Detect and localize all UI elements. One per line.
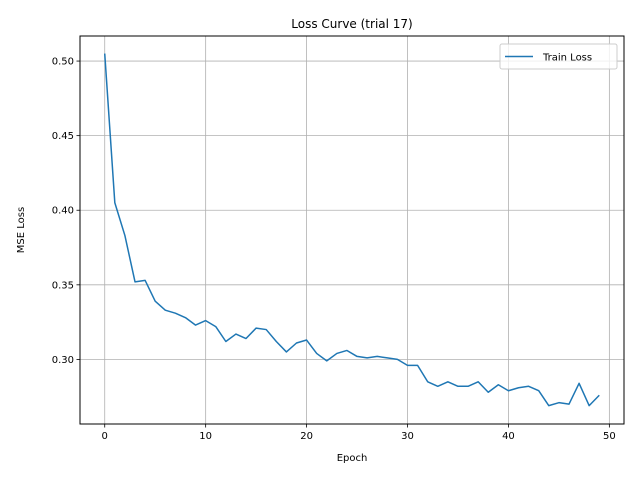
x-axis-ticks: 0 10 20 30 40 50 — [102, 424, 616, 442]
x-tick-label: 10 — [199, 431, 212, 442]
legend: Train Loss — [499, 43, 618, 70]
chart-title: Loss Curve (trial 17) — [291, 17, 412, 31]
x-tick-label: 30 — [401, 431, 414, 442]
x-tick-label: 0 — [102, 431, 108, 442]
legend-label-train-loss: Train Loss — [542, 53, 592, 64]
x-tick-label: 40 — [502, 431, 515, 442]
series-layer — [103, 53, 600, 407]
x-axis-label: Epoch — [337, 453, 368, 464]
series-line-train-loss — [103, 53, 600, 407]
y-tick-label: 0.40 — [52, 206, 74, 217]
x-tick-label: 20 — [300, 431, 313, 442]
y-tick-label: 0.45 — [52, 131, 74, 142]
plot-frame — [79, 35, 625, 425]
y-tick-label: 0.30 — [52, 355, 74, 366]
legend-box — [499, 43, 618, 70]
y-tick-label: 0.35 — [52, 280, 74, 291]
grid-lines — [80, 36, 624, 424]
y-tick-label: 0.50 — [52, 57, 74, 68]
y-axis-label: MSE Loss — [16, 207, 27, 253]
y-axis-ticks: 0.30 0.35 0.40 0.45 0.50 — [52, 57, 80, 366]
x-tick-label: 50 — [603, 431, 616, 442]
